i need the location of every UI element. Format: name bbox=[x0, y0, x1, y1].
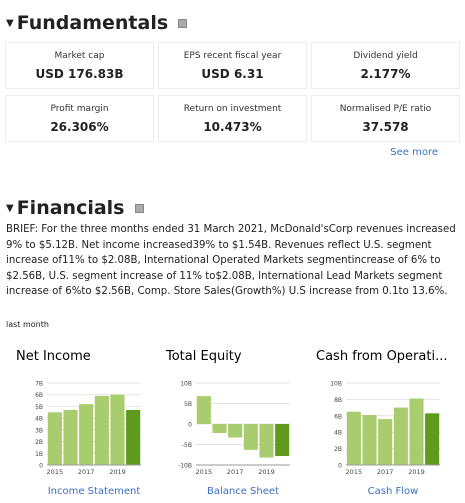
fundamental-label: Profit margin bbox=[50, 104, 109, 114]
brief-text: BRIEF: For the three months ended 31 Mar… bbox=[6, 224, 456, 297]
y-tick-label: 0 bbox=[39, 463, 43, 470]
fundamental-cell: Market cap USD 176.83B bbox=[5, 42, 154, 89]
y-tick-label: -10B bbox=[178, 463, 192, 470]
bar bbox=[425, 413, 440, 465]
fundamental-label: Market cap bbox=[54, 51, 105, 61]
x-tick-label: 2019 bbox=[109, 468, 126, 476]
fundamental-label: Normalised P/E ratio bbox=[339, 104, 432, 114]
fundamental-label: EPS recent fiscal year bbox=[183, 51, 282, 61]
x-tick-label: 2017 bbox=[227, 468, 244, 476]
chart-title: Net Income bbox=[16, 349, 91, 364]
y-tick-label: 8B bbox=[334, 397, 342, 404]
bar bbox=[346, 411, 361, 465]
y-tick-label: 7B bbox=[35, 381, 43, 388]
y-tick-label: 0 bbox=[188, 422, 192, 429]
fundamental-label: Return on investment bbox=[183, 104, 282, 114]
bar bbox=[378, 419, 393, 465]
fundamental-value: USD 6.31 bbox=[201, 67, 264, 81]
x-tick-label: 2015 bbox=[47, 468, 64, 476]
fundamental-value: 26.306% bbox=[50, 120, 109, 134]
bar bbox=[47, 412, 62, 465]
bar bbox=[126, 409, 141, 465]
x-tick-label: 2017 bbox=[78, 468, 95, 476]
y-tick-label: 4B bbox=[35, 416, 43, 423]
y-tick-label: 6B bbox=[334, 413, 342, 420]
fundamentals-title: Fundamentals bbox=[16, 12, 169, 34]
bar bbox=[259, 424, 274, 458]
chart-title: Cash from Operati... bbox=[316, 349, 447, 364]
y-tick-label: 10B bbox=[180, 381, 192, 388]
fundamental-value: 2.177% bbox=[360, 67, 411, 81]
fundamental-cell: EPS recent fiscal year USD 6.31 bbox=[158, 42, 307, 89]
fundamental-cell: Return on investment 10.473% bbox=[158, 95, 307, 142]
bar bbox=[228, 424, 243, 438]
y-tick-label: 5B bbox=[184, 401, 192, 408]
y-tick-label: 6B bbox=[35, 392, 43, 399]
x-tick-label: 2015 bbox=[346, 468, 363, 476]
x-tick-label: 2015 bbox=[196, 468, 213, 476]
bar bbox=[212, 424, 227, 434]
chart-title: Total Equity bbox=[165, 349, 242, 364]
financials-title: Financials bbox=[16, 197, 125, 219]
see-more-link[interactable]: See more bbox=[390, 147, 438, 158]
y-tick-label: 0 bbox=[338, 463, 342, 470]
x-tick-label: 2019 bbox=[258, 468, 275, 476]
bar bbox=[63, 409, 78, 465]
y-tick-label: 2B bbox=[334, 446, 342, 453]
fundamentals-header: ▼ Fundamentals bbox=[6, 12, 188, 34]
bar bbox=[393, 407, 408, 465]
fundamental-value: USD 176.83B bbox=[35, 67, 124, 81]
bar bbox=[79, 404, 94, 465]
fundamental-value: 37.578 bbox=[362, 120, 409, 134]
chart-link[interactable]: Income Statement bbox=[48, 486, 141, 497]
y-tick-label: 3B bbox=[35, 427, 43, 434]
y-tick-label: 5B bbox=[35, 404, 43, 411]
bar bbox=[110, 394, 125, 465]
fundamental-label: Dividend yield bbox=[353, 51, 418, 61]
y-tick-label: 10B bbox=[330, 381, 342, 388]
bar bbox=[275, 424, 290, 456]
chart-link[interactable]: Balance Sheet bbox=[207, 486, 279, 497]
bar bbox=[362, 414, 377, 465]
bar bbox=[409, 398, 424, 465]
fundamentals-grid: Market cap USD 176.83B EPS recent fiscal y… bbox=[5, 42, 460, 142]
fundamental-cell: Profit margin 26.306% bbox=[5, 95, 154, 142]
y-tick-label: 4B bbox=[334, 430, 342, 437]
bar bbox=[94, 395, 109, 465]
y-tick-label: -5B bbox=[182, 442, 192, 449]
x-tick-label: 2019 bbox=[408, 468, 425, 476]
financials-header: ▼ Financials bbox=[6, 197, 144, 219]
y-tick-label: 1B bbox=[35, 451, 43, 458]
fundamental-value: 10.473% bbox=[203, 120, 262, 134]
period-label: last month bbox=[6, 320, 49, 329]
x-tick-label: 2017 bbox=[377, 468, 394, 476]
y-tick-label: 2B bbox=[35, 439, 43, 446]
chart-link[interactable]: Cash Flow bbox=[368, 486, 419, 497]
fundamental-cell: Normalised P/E ratio 37.578 bbox=[311, 95, 460, 142]
fundamental-cell: Dividend yield 2.177% bbox=[311, 42, 460, 89]
bar bbox=[243, 424, 258, 450]
bar bbox=[196, 396, 211, 424]
